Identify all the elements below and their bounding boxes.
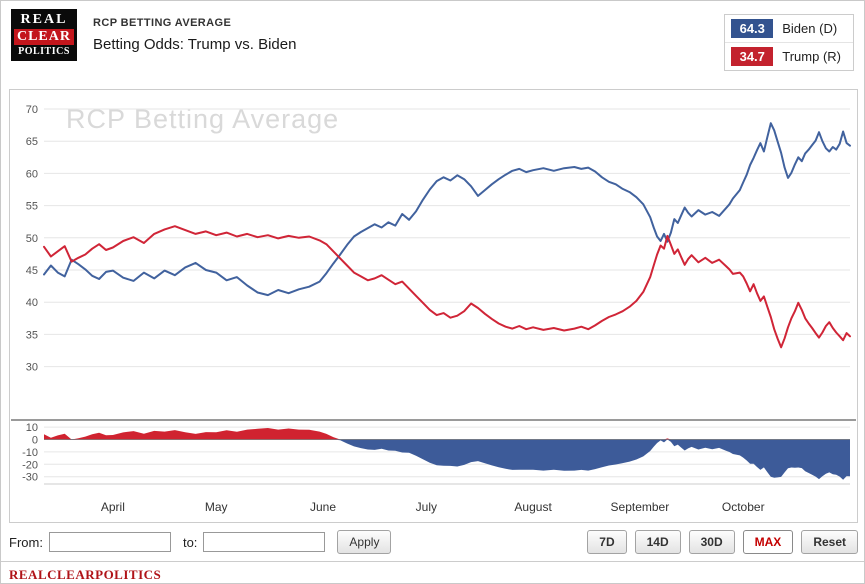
page-title: Betting Odds: Trump vs. Biden [93,36,297,53]
biden-value-badge: 64.3 [731,19,774,38]
range-button-30d[interactable]: 30D [688,530,735,554]
svg-text:30: 30 [26,362,38,374]
svg-text:40: 40 [26,297,38,309]
apply-button[interactable]: Apply [337,530,392,554]
svg-text:35: 35 [26,329,38,341]
svg-text:October: October [722,500,765,514]
svg-text:July: July [416,500,437,514]
svg-text:70: 70 [26,104,38,116]
range-button-14d[interactable]: 14D [634,530,681,554]
logo-line-clear: CLEAR [14,29,74,45]
svg-text:August: August [514,500,552,514]
controls-bar: From: to: Apply 7D 14D 30D MAX Reset [9,528,858,556]
legend: 64.3 Biden (D) 34.7 Trump (R) [724,14,854,71]
reset-button[interactable]: Reset [801,530,858,554]
logo-line-real: REAL [20,12,68,27]
svg-text:10: 10 [26,422,38,434]
trump-legend-label: Trump (R) [782,49,841,64]
range-button-7d[interactable]: 7D [587,530,627,554]
to-date-input[interactable] [203,532,326,552]
svg-text:0: 0 [32,435,38,447]
chart-area: RCP Betting Average 70 65 60 55 50 45 40 35 30 10… [9,89,858,523]
biden-legend-label: Biden (D) [782,21,838,36]
to-label: to: [182,534,198,550]
chart-kicker: RCP BETTING AVERAGE [93,17,232,29]
header: REAL CLEAR POLITICS RCP BETTING AVERAGE … [1,1,864,89]
svg-text:April: April [101,500,125,514]
svg-text:September: September [611,500,670,514]
svg-text:-20: -20 [22,459,38,471]
footer-divider [1,561,864,562]
svg-text:-10: -10 [22,447,38,459]
svg-text:-30: -30 [22,472,38,484]
title-block: RCP BETTING AVERAGE Betting Odds: Trump … [93,17,296,53]
from-label: From: [9,534,43,550]
legend-item-biden: 64.3 Biden (D) [725,15,853,42]
trump-value-badge: 34.7 [731,47,774,66]
legend-item-trump: 34.7 Trump (R) [725,42,853,70]
svg-text:June: June [310,500,336,514]
betting-odds-chart: 70 65 60 55 50 45 40 35 30 100-10-20-30 April May Ju… [11,104,856,514]
range-button-max[interactable]: MAX [742,530,794,554]
svg-text:55: 55 [26,201,38,213]
from-date-input[interactable] [48,532,171,552]
svg-text:50: 50 [26,233,38,245]
svg-text:65: 65 [26,136,38,148]
svg-text:60: 60 [26,168,38,180]
svg-text:45: 45 [26,265,38,277]
footer-brand: REALCLEARPOLITICS [9,567,162,582]
rcp-logo[interactable]: REAL CLEAR POLITICS [11,9,77,61]
logo-line-politics: POLITICS [18,46,70,57]
svg-text:May: May [205,500,228,514]
